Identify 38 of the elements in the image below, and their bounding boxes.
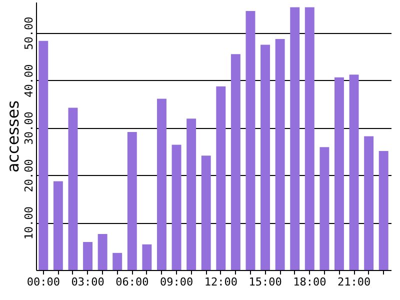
bar: [246, 11, 256, 270]
bar: [98, 234, 108, 270]
bar: [142, 244, 152, 270]
x-tick-label: 00:00: [26, 276, 60, 288]
bar: [320, 147, 330, 270]
bar: [275, 39, 285, 270]
y-tick-label: 20.00: [22, 159, 36, 192]
bar: [201, 156, 211, 270]
y-tick-label: 50.00: [22, 16, 36, 50]
bar: [378, 150, 388, 270]
x-tick-label: 21:00: [337, 276, 371, 288]
bar: [127, 132, 137, 270]
bar: [186, 118, 196, 270]
y-axis-title: accesses: [4, 100, 22, 173]
bar: [172, 144, 182, 270]
x-tick-label: 09:00: [160, 276, 194, 288]
bar: [68, 108, 78, 270]
bar: [349, 74, 359, 270]
bar: [216, 86, 226, 270]
x-tick-label: 03:00: [71, 276, 104, 288]
x-tick-label: 12:00: [204, 276, 238, 288]
bar: [290, 7, 300, 270]
bar: [112, 252, 122, 270]
x-tick-label: 06:00: [116, 276, 149, 288]
bar: [230, 54, 240, 270]
bar: [260, 44, 270, 270]
bar: [156, 98, 166, 270]
bar: [304, 7, 314, 270]
bar: [38, 40, 48, 270]
x-tick-label: 15:00: [248, 276, 282, 288]
bar: [334, 77, 344, 270]
y-tick-label: 30.00: [22, 112, 36, 145]
y-tick-label: 10.00: [22, 206, 36, 240]
bar: [364, 136, 374, 270]
y-tick-label: 40.00: [22, 64, 36, 98]
bar: [53, 181, 63, 270]
bar: [83, 242, 93, 270]
x-tick-label: 18:00: [293, 276, 326, 288]
